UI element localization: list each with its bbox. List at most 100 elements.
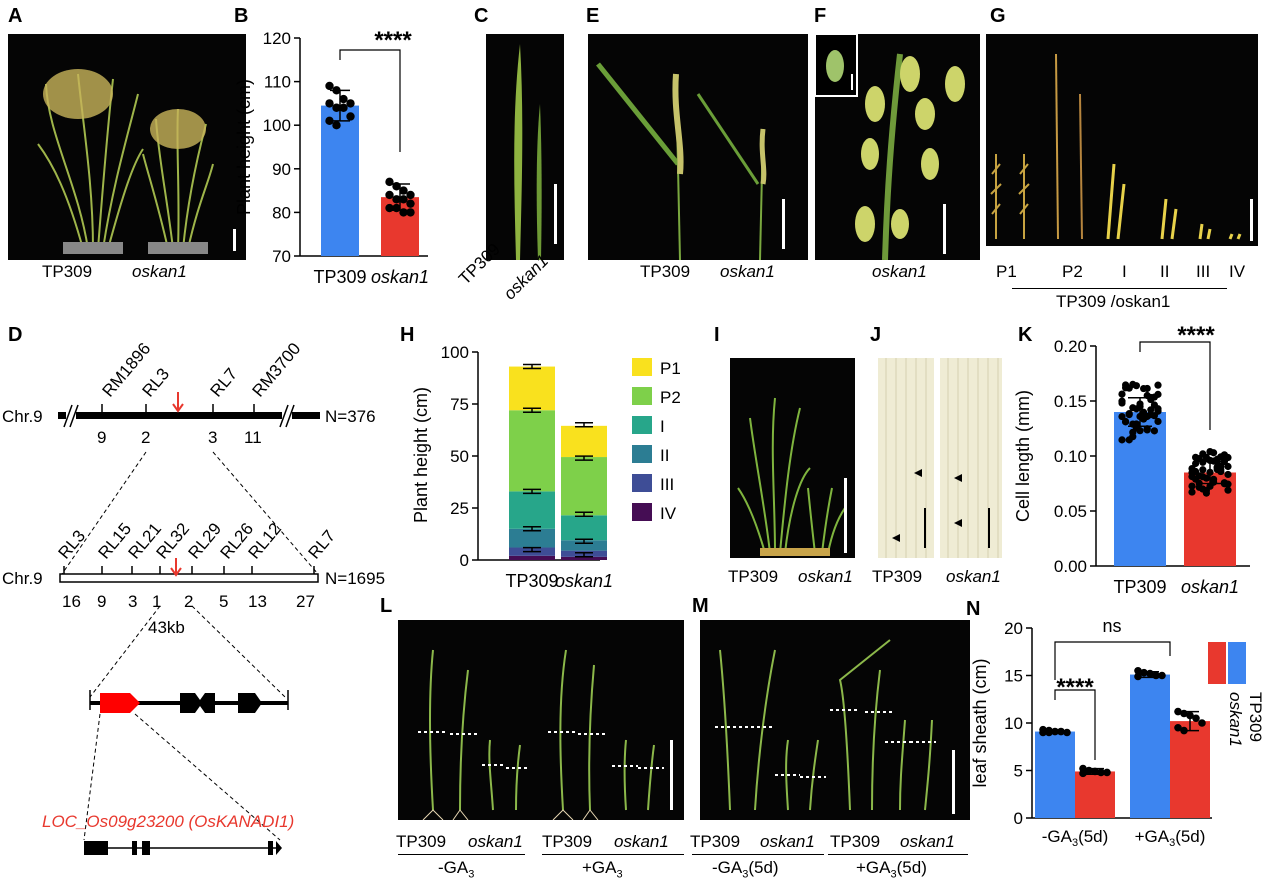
b-point-1-7: [406, 199, 415, 208]
h-legend-swatch-II: [632, 445, 652, 463]
n-bar-0-1: [1130, 674, 1170, 818]
k-point-1-7: [1206, 468, 1214, 476]
k-point-0-11: [1118, 390, 1126, 398]
n-point-1-1-0: [1174, 707, 1182, 716]
h-seg-P1-1: [561, 425, 607, 458]
d-chr-label-fine: Chr.9: [2, 569, 43, 588]
g-label-iii: III: [1196, 262, 1211, 281]
k-point-1-46: [1199, 458, 1207, 466]
k-point-1-41: [1192, 453, 1200, 461]
n-sig-label-2: ns: [1102, 616, 1121, 636]
d-fine-count-8: 27: [296, 592, 315, 611]
k-point-0-29: [1136, 412, 1144, 421]
n-point-1-1-1: [1180, 709, 1188, 718]
n-point-0-0-3: [1057, 727, 1065, 736]
h-seg-II-1: [561, 540, 607, 551]
h-xlabel-1: oskan1: [555, 571, 613, 591]
photo-leaves-c: [486, 34, 564, 260]
k-point-0-40: [1136, 403, 1144, 411]
n-sig-bracket-2: [1054, 641, 1171, 680]
g-group-line: [1012, 288, 1227, 289]
b-point-0-0: [325, 81, 334, 91]
k-point-0-46: [1129, 420, 1137, 428]
d-fine-count-4: 1: [152, 592, 161, 611]
k-ytick-label-4: 0.20: [1054, 337, 1087, 356]
panel-label-a: A: [8, 5, 23, 27]
k-point-0-35: [1129, 404, 1137, 412]
cells-illustration-oskan1: [947, 358, 999, 558]
n-xlabel-1: +GA3(5d): [1135, 827, 1206, 849]
b-ylabel: Plant height (cm): [234, 79, 254, 215]
n-legend-label-oskan1: oskan1: [1226, 692, 1245, 747]
b-xlabel-0: TP309: [313, 267, 366, 287]
m-label-oskan1-2: oskan1: [900, 832, 955, 851]
panel-label-n: N: [966, 598, 981, 620]
k-point-0-25: [1154, 417, 1162, 426]
d-fine-n: N=1695: [325, 569, 385, 588]
n-point-1-0-5: [1079, 769, 1087, 778]
l-label-oskan1-1: oskan1: [468, 832, 523, 851]
d-top-count-3: 3: [208, 428, 217, 447]
b-point-1-3: [406, 190, 415, 200]
b-point-1-5: [392, 195, 401, 204]
h-ylabel: Plant height (cm): [411, 387, 431, 523]
n-point-0-1-4: [1158, 671, 1166, 680]
g-label-iv: IV: [1229, 262, 1246, 281]
b-bar-0: [321, 105, 359, 256]
d-fine-count-5: 2: [184, 592, 193, 611]
leaf-illustration: [514, 44, 557, 260]
k-ytick-label-2: 0.10: [1054, 447, 1087, 466]
n-point-1-1-5: [1174, 723, 1182, 732]
photo-cells-tp309: [878, 358, 934, 558]
photo-internodes-g: [986, 34, 1258, 246]
h-legend-label-P1: P1: [660, 359, 681, 378]
h-legend-label-P2: P2: [660, 388, 681, 407]
d-fine-count-1: 16: [62, 592, 81, 611]
b-point-1-11: [406, 208, 415, 217]
k-point-1-32: [1202, 474, 1210, 482]
panel-label-d: D: [8, 324, 23, 346]
b-point-1-6: [399, 195, 408, 204]
k-ytick-label-1: 0.05: [1054, 502, 1087, 521]
panel-label-h: H: [400, 324, 415, 346]
h-legend-swatch-P2: [632, 387, 652, 405]
h-legend-label-IV: IV: [660, 504, 677, 523]
k-sig-bracket: [1139, 341, 1211, 430]
b-point-0-5: [332, 103, 341, 112]
n-bar-1-1: [1170, 721, 1210, 818]
n-legend-swatch-oskan1: [1208, 642, 1226, 684]
k-point-1-37: [1210, 449, 1218, 457]
e-label-tp309: TP309: [640, 262, 691, 281]
h-legend-swatch-IV: [632, 503, 652, 521]
k-point-1-24: [1199, 450, 1207, 458]
b-point-0-4: [325, 99, 334, 108]
internode-illustration: [990, 53, 1253, 241]
panel-label-f: F: [814, 5, 827, 27]
n-xlabel-0: -GA3(5d): [1042, 827, 1109, 849]
k-point-0-45: [1143, 391, 1151, 400]
b-ytick-label-0: 70: [272, 247, 291, 266]
d-gene-name: LOC_Os09g23200 (OsKANADI1): [42, 812, 295, 831]
h-seg-P2-1: [561, 457, 607, 516]
k-point-1-43: [1202, 486, 1210, 495]
n-point-1-0-4: [1103, 768, 1111, 777]
k-point-0-39: [1150, 393, 1158, 401]
panel-label-k: K: [1018, 324, 1033, 346]
h-legend-label-III: III: [660, 475, 674, 494]
h-xlabel-0: TP309: [505, 571, 558, 591]
n-ytick-label-0: 0: [1014, 809, 1023, 828]
e-label-oskan1: oskan1: [720, 262, 775, 281]
n-point-0-1-2: [1146, 669, 1154, 678]
n-bar-1-0: [1075, 771, 1115, 818]
n-point-0-0-5: [1039, 728, 1047, 737]
d-gene-box-red: [100, 693, 140, 713]
seedlings-illustration: [737, 397, 847, 556]
l-group-line-2: [542, 854, 684, 855]
b-sig-label: ****: [374, 27, 412, 54]
h-ytick-label-2: 50: [450, 447, 469, 466]
k-point-1-19: [1192, 459, 1200, 468]
k-point-1-44: [1188, 468, 1196, 477]
k-sig-label: ****: [1177, 322, 1215, 349]
ga-seedlings-m: [715, 639, 955, 814]
